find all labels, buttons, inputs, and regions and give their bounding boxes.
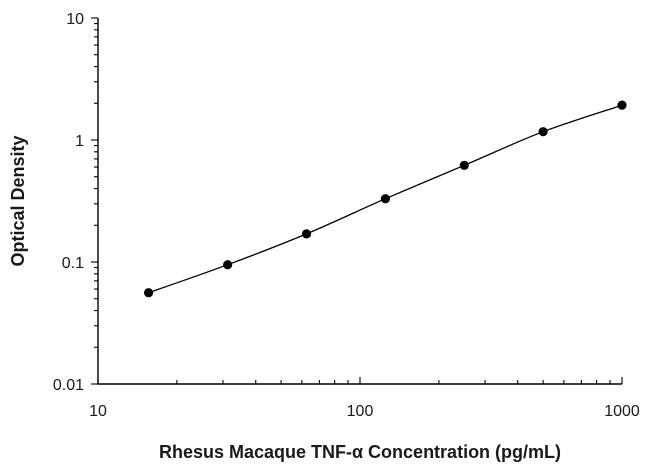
data-point [380, 194, 390, 204]
data-points [143, 100, 627, 298]
x-tick-label: 10 [89, 403, 107, 420]
x-tick-label: 1000 [604, 403, 640, 420]
x-axis-title: Rhesus Macaque TNF-α Concentration (pg/m… [159, 442, 561, 462]
data-point [459, 160, 469, 170]
axes [97, 18, 622, 385]
y-axis-tick-labels: 0.01 0.1 1 10 [53, 11, 84, 394]
x-axis-ticks [97, 377, 623, 384]
x-tick-label: 100 [347, 403, 374, 420]
x-axis-tick-labels: 10 100 1000 [89, 403, 640, 420]
y-tick-label: 1 [75, 133, 84, 150]
data-point [617, 100, 627, 110]
data-point [223, 260, 233, 270]
y-tick-label: 0.1 [62, 255, 84, 272]
y-tick-label: 10 [66, 11, 84, 28]
data-point [301, 229, 312, 239]
y-axis-ticks [91, 17, 98, 385]
y-tick-label: 0.01 [53, 377, 84, 394]
y-axis-title: Optical Density [8, 135, 28, 266]
data-point [538, 127, 548, 137]
data-point [143, 288, 154, 298]
